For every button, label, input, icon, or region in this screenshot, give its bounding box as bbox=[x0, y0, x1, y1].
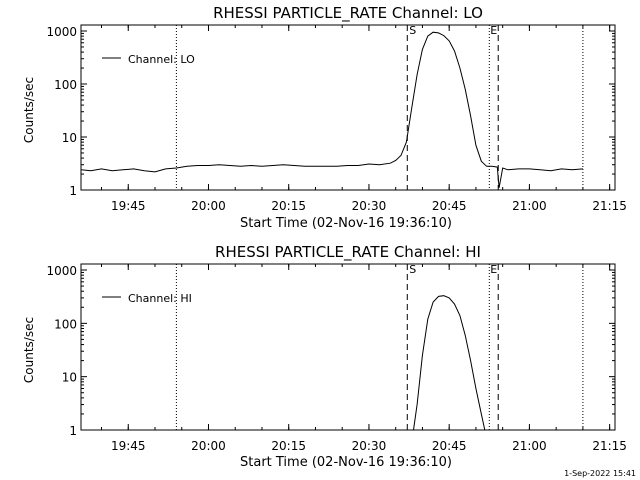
x-tick-label: 21:15 bbox=[592, 439, 627, 453]
plot-frame bbox=[80, 24, 616, 191]
series-line bbox=[413, 295, 486, 431]
series-line bbox=[80, 31, 583, 188]
y-tick-label: 10 bbox=[62, 371, 77, 385]
x-tick-label: 20:30 bbox=[352, 199, 387, 213]
x-tick-label: 20:45 bbox=[432, 199, 467, 213]
x-tick-label: 20:30 bbox=[352, 439, 387, 453]
x-axis-label: Start Time (02-Nov-16 19:36:10) bbox=[240, 216, 452, 231]
y-tick-label: 100 bbox=[54, 317, 77, 331]
x-tick-label: 21:15 bbox=[592, 199, 627, 213]
x-tick-label: 21:00 bbox=[512, 439, 547, 453]
time-marker-label: E bbox=[490, 24, 497, 37]
footer-timestamp: 1-Sep-2022 15:41 bbox=[564, 469, 636, 478]
y-tick-label: 1000 bbox=[46, 25, 77, 39]
plot-frame bbox=[80, 263, 616, 431]
legend-label: Channel: LO bbox=[128, 53, 195, 66]
y-tick-label: 10 bbox=[62, 131, 77, 145]
y-tick-label: 1 bbox=[69, 184, 77, 198]
panel-hi: RHESSI PARTICLE_RATE Channel: HI Counts/… bbox=[22, 243, 627, 470]
y-tick-label: 1 bbox=[69, 424, 77, 438]
x-tick-label: 20:00 bbox=[191, 439, 226, 453]
y-axis-label: Counts/sec bbox=[22, 317, 36, 383]
x-tick-label: 20:45 bbox=[432, 439, 467, 453]
chart-title: RHESSI PARTICLE_RATE Channel: LO bbox=[213, 4, 483, 23]
legend-label: Channel: HI bbox=[128, 292, 192, 305]
x-tick-label: 20:15 bbox=[271, 439, 306, 453]
y-tick-label: 1000 bbox=[46, 264, 77, 278]
x-tick-label: 19:45 bbox=[111, 199, 146, 213]
chart-title: RHESSI PARTICLE_RATE Channel: HI bbox=[215, 243, 481, 262]
x-tick-label: 20:00 bbox=[191, 199, 226, 213]
panel-lo: RHESSI PARTICLE_RATE Channel: LO Counts/… bbox=[22, 4, 627, 231]
time-marker-label: S bbox=[409, 24, 416, 37]
x-tick-label: 20:15 bbox=[271, 199, 306, 213]
x-tick-label: 19:45 bbox=[111, 439, 146, 453]
y-axis-label: Counts/sec bbox=[22, 77, 36, 143]
time-marker-label: E bbox=[490, 263, 497, 276]
x-tick-label: 21:00 bbox=[512, 199, 547, 213]
x-axis-label: Start Time (02-Nov-16 19:36:10) bbox=[240, 455, 452, 470]
time-marker-label: S bbox=[409, 263, 416, 276]
y-tick-label: 100 bbox=[54, 78, 77, 92]
